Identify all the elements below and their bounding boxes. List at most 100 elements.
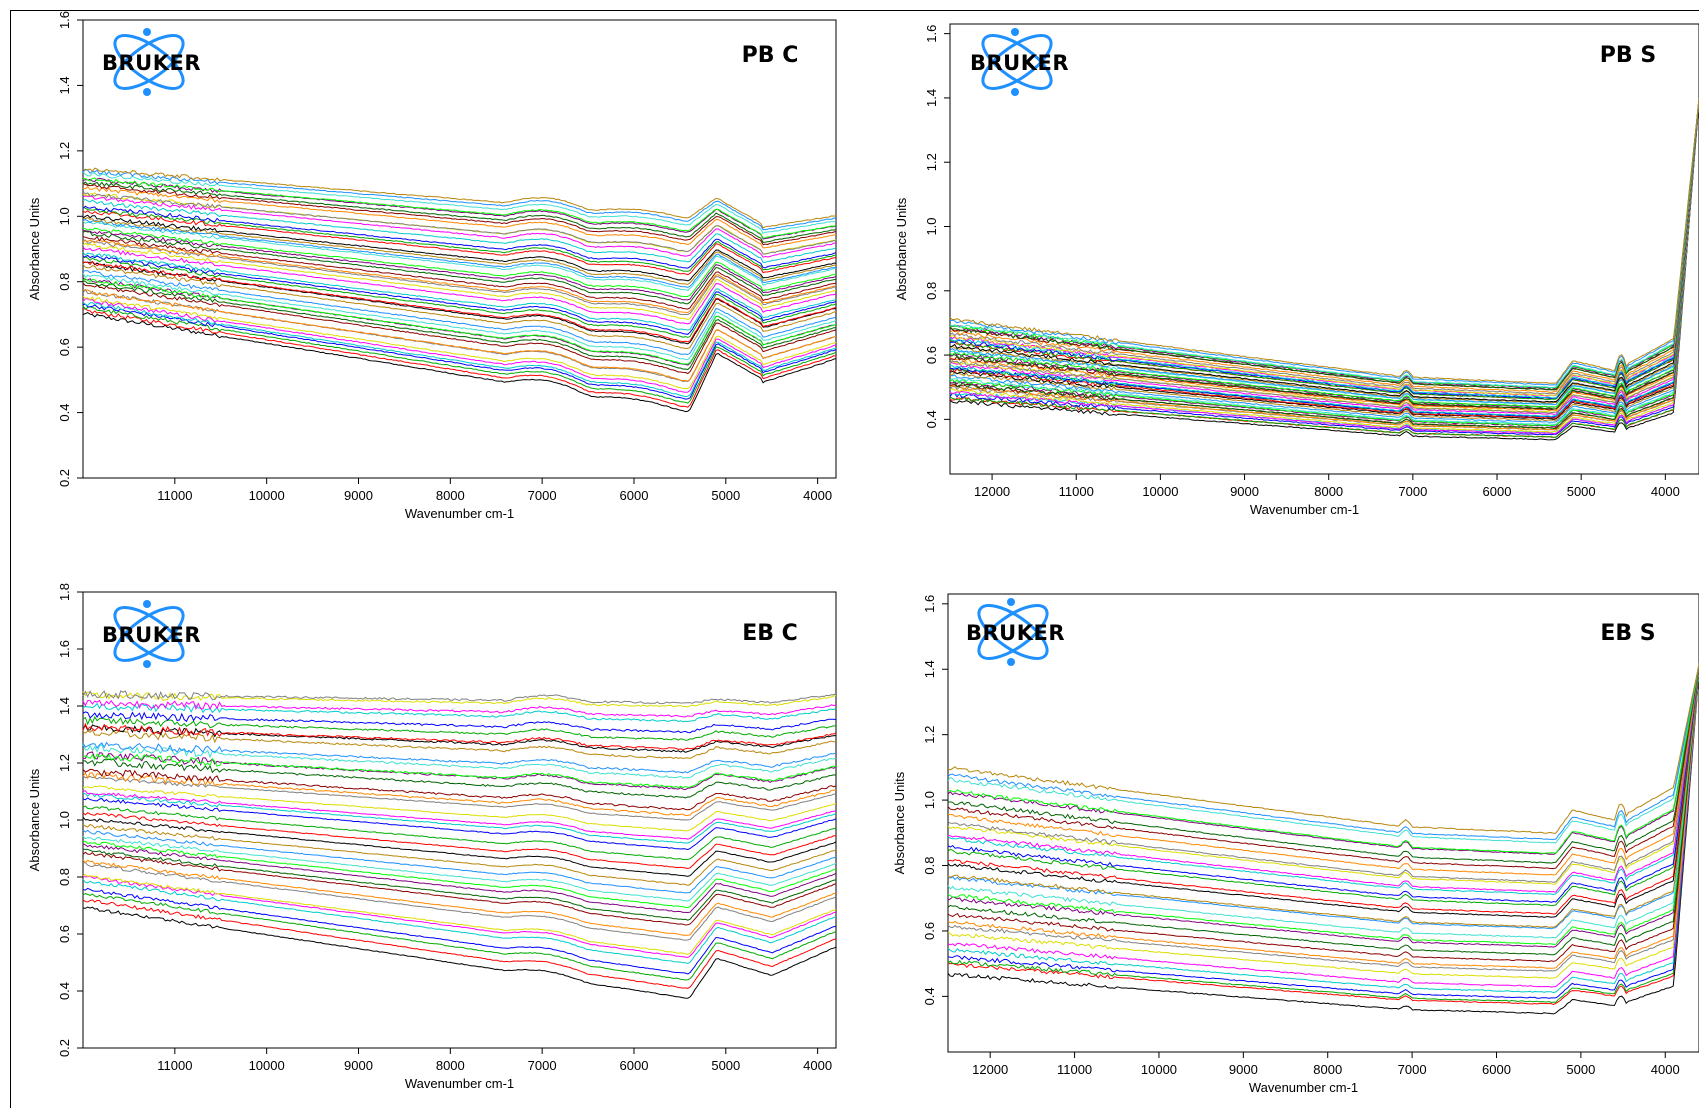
x-tick-label: 5000	[711, 488, 740, 503]
series-group	[947, 663, 1699, 1015]
spectrum-line	[947, 671, 1699, 999]
spectrum-line	[949, 99, 1699, 401]
plot-area	[82, 19, 837, 479]
spectrum-line	[82, 906, 837, 999]
y-tick-label: 0.8	[922, 856, 937, 874]
spectrum-line	[82, 167, 837, 229]
y-tick-label: 1.6	[57, 11, 72, 29]
y-tick-label: 0.4	[924, 410, 939, 428]
spectrum-line	[82, 816, 837, 877]
spectrum-line	[82, 859, 837, 936]
y-tick-label: 1.2	[924, 153, 939, 171]
spectrum-line	[82, 235, 837, 310]
panel-title: EB S	[1600, 621, 1655, 646]
spectrum-line	[949, 99, 1699, 395]
y-tick-label: 0.8	[57, 868, 72, 886]
spectrum-line	[82, 282, 837, 375]
spectrum-line	[947, 666, 1699, 893]
y-tick-label: 1.4	[922, 660, 937, 678]
panel-title: PB S	[1600, 43, 1656, 68]
panel-title: EB C	[742, 621, 798, 646]
y-axis-label: Absorbance Units	[27, 768, 42, 871]
spectrum-line	[82, 805, 837, 861]
y-tick-label: 0.6	[922, 922, 937, 940]
x-tick-label: 12000	[974, 484, 1010, 499]
spectrum-line	[82, 722, 837, 751]
x-tick-label: 6000	[1482, 1062, 1511, 1077]
spectrum-line	[947, 666, 1699, 896]
y-tick-label: 0.2	[57, 469, 72, 487]
plot-area	[82, 591, 837, 1049]
spectrum-line	[82, 305, 837, 404]
x-tick-label: 5000	[1567, 484, 1596, 499]
bruker-logo: BRUKER	[966, 598, 1065, 666]
spectrum-line	[949, 100, 1699, 433]
spectrum-line	[82, 171, 837, 234]
spectrum-line	[82, 260, 837, 343]
spectrum-line	[947, 667, 1699, 915]
spectrum-line	[947, 669, 1699, 969]
spectrum-line	[949, 99, 1699, 418]
x-tick-label: 7000	[1398, 1062, 1427, 1077]
y-tick-label: 1.0	[922, 791, 937, 809]
x-tick-label: 12000	[972, 1062, 1008, 1077]
spectrum-line	[949, 100, 1699, 436]
x-axis-label: Wavenumber cm-1	[1249, 1080, 1358, 1095]
spectrum-line	[82, 840, 837, 909]
y-tick-label: 1.6	[57, 640, 72, 658]
y-tick-label: 1.0	[924, 217, 939, 235]
chart-panel-2: 12000 11000 10000 9000 8000 7000 6000 5000 4000 0…	[894, 23, 1699, 517]
y-tick-label: 1.6	[924, 25, 939, 43]
x-tick-label: 9000	[344, 488, 373, 503]
x-tick-label: 7000	[1398, 484, 1427, 499]
spectrum-line	[947, 666, 1699, 883]
x-tick-label: 8000	[1313, 1062, 1342, 1077]
x-tick-label: 5000	[1566, 1062, 1595, 1077]
svg-text:BRUKER: BRUKER	[966, 621, 1065, 645]
svg-text:BRUKER: BRUKER	[102, 623, 201, 647]
spectrum-line	[82, 875, 837, 958]
spectrum-line	[82, 851, 837, 926]
spectrum-line	[82, 239, 837, 314]
spectrum-line	[947, 664, 1699, 854]
spectrum-line	[82, 242, 837, 321]
spectrum-line	[82, 715, 837, 741]
bruker-logo: BRUKER	[102, 28, 201, 96]
spectrum-line	[947, 671, 1699, 1006]
spectrum-line	[82, 879, 837, 965]
spectrum-line	[82, 811, 837, 870]
spectrum-line	[82, 758, 837, 799]
y-tick-label: 0.8	[924, 282, 939, 300]
spectrum-line	[82, 295, 837, 390]
spectrum-line	[947, 670, 1699, 979]
spectrum-line	[82, 177, 837, 239]
spectrum-line	[82, 690, 837, 705]
y-tick-label: 1.0	[57, 207, 72, 225]
series-group	[82, 690, 837, 999]
y-tick-label: 0.4	[57, 404, 72, 422]
y-tick-label: 0.6	[924, 346, 939, 364]
y-tick-label: 1.8	[57, 583, 72, 601]
y-tick-label: 0.8	[57, 273, 72, 291]
y-tick-label: 0.2	[57, 1039, 72, 1057]
y-tick-label: 1.6	[922, 595, 937, 613]
spectrum-line	[82, 183, 837, 246]
spectrum-line	[949, 99, 1699, 397]
x-tick-label: 8000	[1314, 484, 1343, 499]
spectrum-line	[949, 99, 1699, 418]
spectrum-line	[82, 206, 837, 272]
spectrum-line	[947, 669, 1699, 948]
spectrum-line	[949, 100, 1699, 438]
spectrum-line	[82, 191, 837, 255]
spectrum-line	[82, 205, 837, 269]
y-tick-label: 1.4	[57, 76, 72, 94]
spectrum-line	[83, 862, 837, 941]
spectrum-line	[947, 670, 1699, 972]
x-tick-label: 9000	[1229, 1062, 1258, 1077]
spectrum-line	[947, 667, 1699, 907]
x-tick-label: 7000	[528, 488, 557, 503]
x-tick-label: 11000	[157, 488, 192, 503]
x-tick-label: 6000	[620, 1058, 649, 1073]
y-axis-label: Absorbance Units	[892, 771, 907, 874]
